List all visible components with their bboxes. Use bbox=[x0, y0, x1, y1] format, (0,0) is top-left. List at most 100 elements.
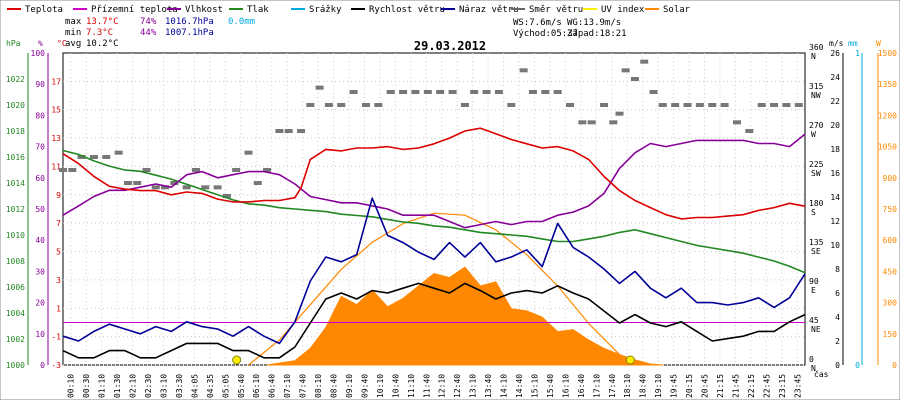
unit-hpa: hPa bbox=[6, 39, 21, 48]
temperature-tick: 17 bbox=[51, 77, 61, 86]
legend-label: Teplota bbox=[25, 5, 63, 15]
stats-max-label: max bbox=[65, 17, 82, 27]
wind-dir-mark bbox=[649, 90, 658, 94]
wind-dir-label: S bbox=[811, 208, 816, 217]
legend-label: Náraz větru bbox=[459, 5, 519, 15]
wind-dir-mark bbox=[102, 155, 111, 159]
sunrise-time: Východ:05:37 bbox=[513, 29, 578, 39]
x-tick-label: 10:40 bbox=[391, 374, 400, 398]
sun-marker bbox=[625, 355, 635, 365]
wind-dir-mark bbox=[142, 168, 151, 172]
solar-tick: 1500 bbox=[878, 49, 897, 58]
pressure-tick: 1004 bbox=[6, 309, 25, 318]
wind-dir-mark bbox=[89, 155, 98, 159]
x-tick-label: 16:40 bbox=[577, 374, 586, 398]
wind-dir-label: SW bbox=[811, 169, 821, 178]
x-tick-label: 22:15 bbox=[747, 374, 756, 398]
humidity-tick: 80 bbox=[35, 111, 45, 120]
temperature-tick: -1 bbox=[51, 333, 61, 342]
temperature-tick: 11 bbox=[51, 162, 61, 171]
pressure-tick: 1018 bbox=[6, 127, 25, 136]
windspeed-tick: 6 bbox=[835, 289, 840, 298]
wind-dir-mark bbox=[507, 103, 516, 107]
humidity-tick: 70 bbox=[35, 143, 45, 152]
sunset-time: Západ:18:21 bbox=[567, 29, 627, 39]
wind-dir-mark bbox=[222, 194, 231, 198]
wind-dir-mark bbox=[374, 103, 383, 107]
humidity-tick: 60 bbox=[35, 174, 45, 183]
wind-dir-mark bbox=[361, 103, 370, 107]
wind-dir-label: N bbox=[811, 364, 816, 373]
pressure-tick: 1012 bbox=[6, 205, 25, 214]
stats-max-humidity: 74% bbox=[140, 17, 157, 27]
temperature-tick: 5 bbox=[56, 248, 61, 257]
x-tick-label: 05:40 bbox=[237, 374, 246, 398]
windspeed-tick: 20 bbox=[830, 121, 840, 130]
pressure-tick: 1014 bbox=[6, 179, 25, 188]
x-tick-label: 11:10 bbox=[407, 374, 416, 398]
x-tick-label: 19:45 bbox=[670, 374, 679, 398]
windspeed-tick: 12 bbox=[830, 217, 840, 226]
wind-dir-label: N bbox=[811, 52, 816, 61]
humidity-tick: 20 bbox=[35, 299, 45, 308]
rain-tick: 0 bbox=[855, 361, 860, 370]
x-tick-label: 18:40 bbox=[639, 374, 648, 398]
chart-title: 29.03.2012 bbox=[414, 39, 486, 53]
x-tick-label: 00:10 bbox=[67, 374, 76, 398]
wind-dir-label: W bbox=[811, 130, 816, 139]
wind-dir-mark bbox=[578, 120, 587, 125]
wind-dir-mark bbox=[337, 103, 346, 107]
unit-watt: W bbox=[876, 39, 881, 48]
unit-time: čas bbox=[814, 369, 829, 379]
wind-dir-mark bbox=[77, 155, 86, 159]
wind-dir-mark bbox=[59, 168, 67, 172]
temperature-tick: 9 bbox=[56, 191, 61, 200]
wind-dir-mark bbox=[284, 129, 293, 133]
x-tick-label: 01:30 bbox=[113, 374, 122, 398]
wind-dir-mark bbox=[244, 150, 253, 155]
wind-dir-mark bbox=[423, 90, 432, 94]
stats-min-humidity: 44% bbox=[140, 28, 157, 38]
x-tick-label: 11:40 bbox=[422, 374, 431, 398]
wind-dir-mark bbox=[448, 90, 457, 94]
solar-tick: 750 bbox=[883, 205, 898, 214]
wind-dir-mark bbox=[695, 103, 704, 107]
windspeed-tick: 16 bbox=[830, 169, 840, 178]
wind-ws: WS:7.6m/s bbox=[513, 18, 562, 28]
wind-dir-mark bbox=[745, 129, 754, 133]
wind-dir-mark bbox=[757, 103, 766, 107]
legend-label: Rychlost větru bbox=[369, 5, 445, 15]
x-tick-label: 06:40 bbox=[268, 374, 277, 398]
stats-max-rain: 0.0mm bbox=[228, 17, 255, 27]
wind-dir-mark bbox=[541, 90, 550, 94]
series-layer bbox=[59, 59, 806, 366]
wind-dir-degree: 315 bbox=[809, 82, 824, 91]
wind-dir-mark bbox=[213, 185, 222, 190]
wind-dir-mark bbox=[494, 90, 503, 94]
wind-dir-mark bbox=[732, 120, 741, 125]
pressure-tick: 1022 bbox=[6, 75, 25, 84]
wind-dir-degree: 135 bbox=[809, 238, 824, 247]
x-tick-label: 19:10 bbox=[654, 374, 663, 398]
solar-tick: 900 bbox=[883, 174, 898, 183]
windspeed-tick: 24 bbox=[830, 73, 840, 82]
windspeed-tick: 10 bbox=[830, 241, 840, 250]
wind-dir-mark bbox=[133, 181, 142, 185]
solar-tick: 150 bbox=[883, 330, 898, 339]
legend-label: Vlhkost bbox=[185, 5, 223, 15]
x-tick-label: 09:10 bbox=[345, 374, 354, 398]
x-tick-label: 08:40 bbox=[330, 374, 339, 398]
solar-area bbox=[266, 266, 663, 366]
wind-dir-mark bbox=[794, 103, 803, 107]
legend-label: Přízemní teplota bbox=[91, 5, 178, 15]
x-tick-label: 12:10 bbox=[438, 374, 447, 398]
windspeed-tick: 0 bbox=[835, 361, 840, 370]
windspeed-tick: 14 bbox=[830, 193, 840, 202]
x-tick-label: 07:40 bbox=[299, 374, 308, 398]
wind-dir-mark bbox=[720, 103, 729, 107]
wind-dir-mark bbox=[671, 103, 680, 107]
x-tick-label: 14:40 bbox=[515, 374, 524, 398]
x-tick-label: 01:10 bbox=[98, 374, 107, 398]
wind-info-block: WS:7.6m/s WG:13.9m/s Východ:05:37 Západ:… bbox=[513, 18, 627, 39]
